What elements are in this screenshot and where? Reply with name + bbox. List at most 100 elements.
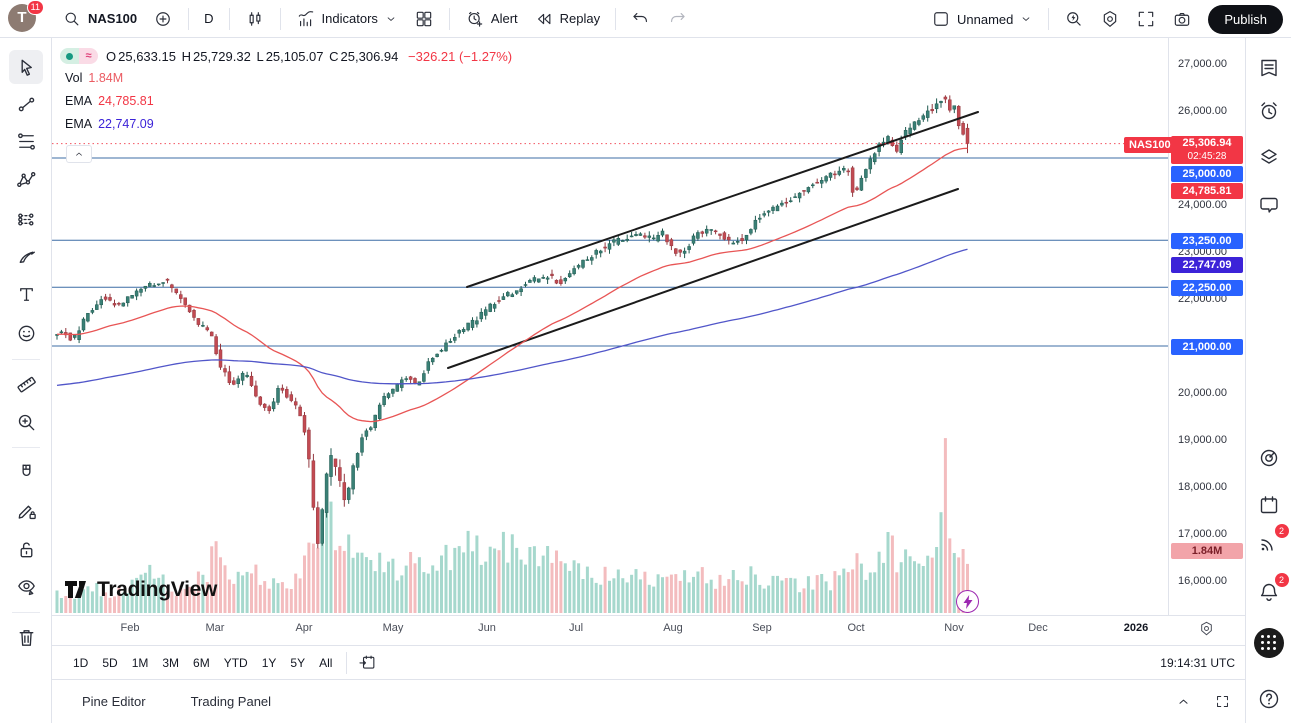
sidebar-item-object-tree-icon[interactable] xyxy=(1252,141,1286,175)
divider xyxy=(448,7,450,30)
sidebar-item-chat-icon[interactable] xyxy=(1252,188,1286,222)
tool-emoji[interactable] xyxy=(9,316,43,350)
symbol-search-button[interactable]: NAS100 xyxy=(54,4,145,34)
top-toolbar: T 11 NAS100 D Indicators Alert xyxy=(0,0,1291,38)
range-button-1Y[interactable]: 1Y xyxy=(261,655,277,670)
month-label-Aug[interactable]: Aug xyxy=(663,622,683,634)
indicator-templates-button[interactable] xyxy=(406,4,442,34)
tool-fib-retracement[interactable] xyxy=(9,124,43,158)
redo-icon xyxy=(667,9,687,29)
chart-settings-button[interactable] xyxy=(1092,4,1128,34)
volume-label: Vol xyxy=(65,70,83,85)
chart-pane[interactable]: ≈ O 25,633.15 H 25,729.32 L 25,105.07 C 25,3… xyxy=(52,38,1245,615)
volume-value: 1.84M xyxy=(88,70,124,85)
pine-editor-tab[interactable]: Pine Editor xyxy=(82,694,146,709)
bolt-search-icon xyxy=(1064,9,1084,29)
tool-text[interactable] xyxy=(9,277,43,311)
tool-xabcd-pattern[interactable] xyxy=(9,162,43,196)
range-button-3M[interactable]: 3M xyxy=(162,655,180,670)
tool-cursor[interactable] xyxy=(9,50,43,84)
tool-projection[interactable] xyxy=(9,202,43,236)
range-button-5Y[interactable]: 5Y xyxy=(290,655,306,670)
range-button-6M[interactable]: 6M xyxy=(193,655,210,670)
snapshot-button[interactable] xyxy=(1164,4,1200,34)
tool-zoom-in[interactable] xyxy=(9,405,43,439)
time-axis[interactable]: Feb Mar Apr May Jun Jul Aug Sep Oct Nov Dec 2026 xyxy=(52,615,1245,645)
sidebar-item-help-icon[interactable] xyxy=(1252,682,1286,716)
redo-button[interactable] xyxy=(659,4,695,34)
ema100-legend-row[interactable]: EMA 22,747.09 xyxy=(65,112,514,135)
alert-button[interactable]: Alert xyxy=(457,4,526,34)
tool-drawing-mode[interactable] xyxy=(9,494,43,528)
publish-button[interactable]: Publish xyxy=(1208,4,1283,34)
range-button-All[interactable]: All xyxy=(319,655,333,670)
lightning-marker-icon[interactable] xyxy=(956,590,979,613)
quick-search-button[interactable] xyxy=(1056,4,1092,34)
tool-trend-line[interactable] xyxy=(9,87,43,121)
ema100-value: 22,747.09 xyxy=(98,116,154,131)
open-label: O xyxy=(106,48,117,64)
replay-button[interactable]: Replay xyxy=(526,4,608,34)
month-label-2026[interactable]: 2026 xyxy=(1123,622,1149,634)
level-badge-23250: 23,250.00 xyxy=(1171,233,1243,249)
price-axis[interactable]: 27,000.00 26,000.00 24,000.00 23,000.00 22,0… xyxy=(1168,38,1245,615)
month-label-Sep[interactable]: Sep xyxy=(752,622,772,634)
volume-legend-row[interactable]: Vol 1.84M xyxy=(65,66,514,89)
interval-button[interactable]: D xyxy=(196,4,221,34)
tool-hide-drawings[interactable] xyxy=(9,569,43,603)
legend-collapse-button[interactable] xyxy=(66,145,92,163)
sidebar-item-calendar-icon[interactable] xyxy=(1252,488,1286,522)
symbol-label: NAS100 xyxy=(88,11,138,26)
high-value: 25,729.32 xyxy=(192,48,251,64)
trading-panel-tab[interactable]: Trading Panel xyxy=(190,694,272,709)
month-label-Oct[interactable]: Oct xyxy=(847,622,865,634)
time-axis-settings-gear-icon[interactable] xyxy=(1198,620,1215,642)
range-button-YTD[interactable]: YTD xyxy=(223,655,248,670)
clock-utc[interactable]: 19:14:31 UTC xyxy=(1160,655,1235,670)
count-badge: 2 xyxy=(1274,524,1289,538)
indicators-button[interactable]: Indicators xyxy=(288,4,406,34)
tool-remove-drawings[interactable] xyxy=(9,620,43,654)
close-value: 25,306.94 xyxy=(340,48,399,64)
low-value: 25,105.07 xyxy=(265,48,324,64)
ema20-legend-row[interactable]: EMA 24,785.81 xyxy=(65,89,514,112)
ema20-badge: 24,785.81 xyxy=(1171,183,1243,199)
chart-style-button[interactable] xyxy=(237,4,273,34)
month-label-Mar[interactable]: Mar xyxy=(205,622,225,634)
month-label-Nov[interactable]: Nov xyxy=(944,622,964,634)
panel-maximize-icon[interactable] xyxy=(1214,693,1231,710)
fullscreen-button[interactable] xyxy=(1128,4,1164,34)
sidebar-item-notifications-bell-icon[interactable]: 2 xyxy=(1252,573,1289,609)
sidebar-item-screener-gauge-icon[interactable] xyxy=(1252,441,1286,475)
sidebar-item-apps-grid-icon[interactable] xyxy=(1252,626,1286,660)
ohlc-values[interactable]: O 25,633.15 H 25,729.32 L 25,105.07 C 25,306… xyxy=(106,49,514,64)
month-label-Jun[interactable]: Jun xyxy=(478,622,496,634)
alert-label: Alert xyxy=(490,11,518,26)
candlestick-chart[interactable] xyxy=(52,38,1168,615)
sidebar-item-watchlist-icon[interactable] xyxy=(1252,51,1286,85)
month-label-Apr[interactable]: Apr xyxy=(295,622,313,634)
month-label-May[interactable]: May xyxy=(382,622,404,634)
month-label-Feb[interactable]: Feb xyxy=(120,622,140,634)
last-price-badge: 25,306.94 02:45:28 xyxy=(1171,136,1243,164)
sidebar-item-news-feed-icon[interactable]: 2 xyxy=(1252,524,1289,560)
month-label-Dec[interactable]: Dec xyxy=(1028,622,1048,634)
user-menu-button[interactable]: T 11 xyxy=(8,0,44,34)
level-badge-22250: 22,250.00 xyxy=(1171,280,1243,296)
goto-date-button[interactable] xyxy=(358,653,377,672)
compare-add-symbol-button[interactable] xyxy=(145,4,181,34)
range-button-1D[interactable]: 1D xyxy=(73,655,89,670)
layout-select-button[interactable]: Unnamed xyxy=(923,4,1041,34)
tool-magnet[interactable] xyxy=(9,455,43,489)
sidebar-item-alerts-clock-icon[interactable] xyxy=(1252,94,1286,128)
tool-lock-drawings[interactable] xyxy=(9,532,43,566)
tool-brush[interactable] xyxy=(9,240,43,274)
tool-measure[interactable] xyxy=(9,366,43,400)
panel-expand-chevron-icon[interactable] xyxy=(1175,693,1192,710)
range-button-1M[interactable]: 1M xyxy=(131,655,149,670)
market-status-chip[interactable]: ≈ xyxy=(60,48,98,64)
month-label-Jul[interactable]: Jul xyxy=(568,622,584,634)
undo-button[interactable] xyxy=(623,4,659,34)
ema100-label: EMA xyxy=(65,116,93,131)
range-button-5D[interactable]: 5D xyxy=(102,655,118,670)
